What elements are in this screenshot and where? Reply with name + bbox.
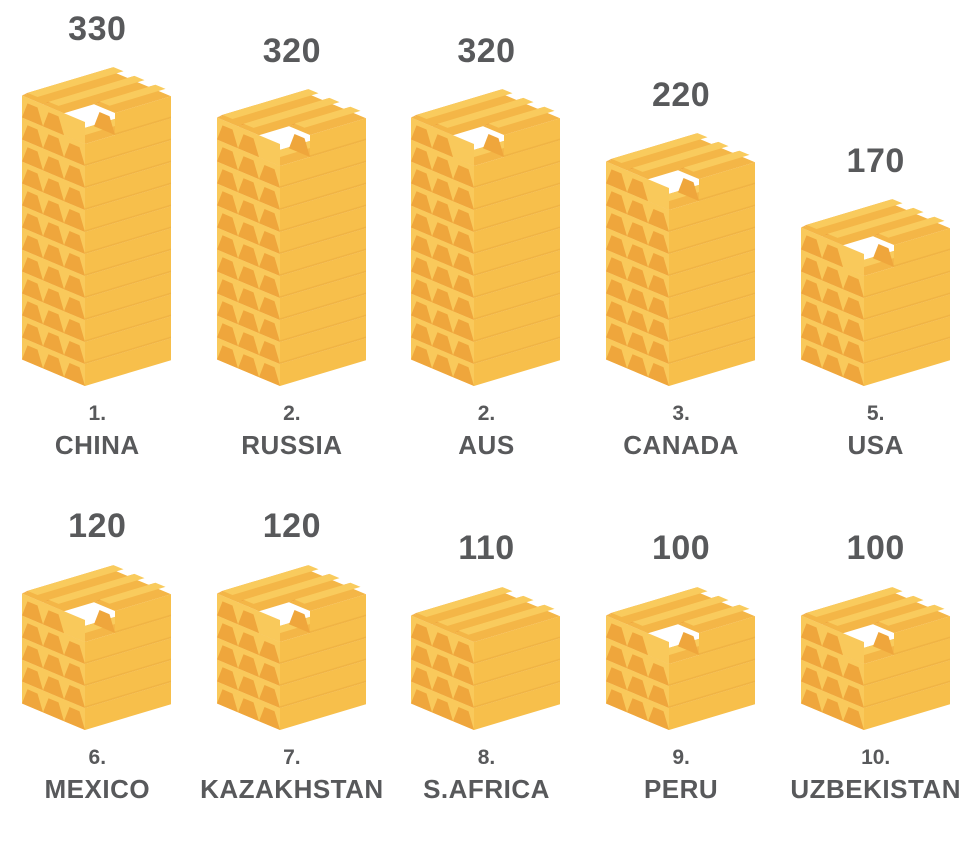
value-label: 110 — [458, 529, 515, 568]
country-column: 320 2. RUSSIA — [195, 32, 390, 461]
value-label: 320 — [262, 32, 321, 70]
value-label: 220 — [651, 76, 711, 114]
value-label: 120 — [68, 507, 127, 546]
gold-stack-svg — [216, 564, 366, 730]
rank-label: 1. — [88, 402, 107, 426]
country-label: AUS — [458, 430, 515, 461]
rank-label: 8. — [477, 745, 496, 769]
value-label: 100 — [651, 529, 711, 568]
value-label: 330 — [68, 10, 127, 48]
country-label: RUSSIA — [241, 430, 343, 461]
value-label: 170 — [846, 142, 905, 180]
gold-stack-svg — [411, 586, 561, 730]
gold-stack-svg — [22, 564, 172, 730]
country-column: 100 10. UZBEKISTAN — [778, 529, 973, 804]
country-label: MEXICO — [44, 773, 151, 804]
gold-stack — [407, 583, 565, 734]
gold-stack-svg — [22, 67, 172, 387]
rank-label: 9. — [672, 745, 690, 769]
country-label: KAZAKHSTAN — [200, 773, 384, 804]
gold-stack — [602, 129, 760, 390]
gold-stack — [797, 195, 955, 390]
country-column: 170 5. USA — [778, 142, 973, 461]
gold-stack — [407, 85, 565, 390]
gold-stack-svg — [606, 133, 756, 387]
country-column: 320 2. AUS — [389, 32, 584, 461]
rank-label: 10. — [861, 745, 891, 769]
country-label: CANADA — [623, 430, 739, 461]
rank-label: 7. — [283, 745, 301, 769]
rank-label: 6. — [88, 745, 107, 769]
value-label: 120 — [262, 507, 321, 546]
gold-production-pictogram: 330 1. CHINA 320 2. RUSSIA 320 2. AUS 22… — [0, 10, 973, 804]
country-label: PERU — [643, 773, 719, 804]
gold-stack-svg — [411, 89, 561, 387]
country-label: USA — [847, 430, 904, 461]
country-column: 330 1. CHINA — [0, 10, 195, 461]
value-label: 320 — [457, 32, 516, 70]
rank-label: 2. — [477, 402, 496, 426]
country-label: CHINA — [54, 430, 140, 461]
country-column: 220 3. CANADA — [584, 76, 779, 461]
country-column: 120 6. MEXICO — [0, 507, 195, 804]
country-column: 120 7. KAZAKHSTAN — [195, 507, 390, 804]
gold-stack-svg — [800, 586, 950, 730]
stack-row-2: 120 6. MEXICO 120 7. KAZAKHSTAN 110 8. S… — [0, 507, 973, 804]
country-column: 100 9. PERU — [584, 529, 779, 804]
gold-stack — [18, 63, 176, 390]
gold-stack — [213, 85, 371, 390]
rank-label: 2. — [283, 402, 301, 426]
country-column: 110 8. S.AFRICA — [389, 529, 584, 804]
gold-stack — [602, 583, 760, 734]
rank-label: 5. — [866, 402, 885, 426]
country-label: UZBEKISTAN — [790, 773, 961, 804]
gold-stack — [18, 561, 176, 734]
gold-stack — [213, 561, 371, 734]
gold-stack-svg — [800, 199, 950, 387]
rank-label: 3. — [672, 402, 690, 426]
value-label: 100 — [846, 529, 905, 568]
gold-stack-svg — [216, 89, 366, 387]
stack-row-1: 330 1. CHINA 320 2. RUSSIA 320 2. AUS 22… — [0, 10, 973, 461]
gold-stack-svg — [606, 586, 756, 730]
country-label: S.AFRICA — [423, 773, 550, 804]
gold-stack — [797, 583, 955, 734]
